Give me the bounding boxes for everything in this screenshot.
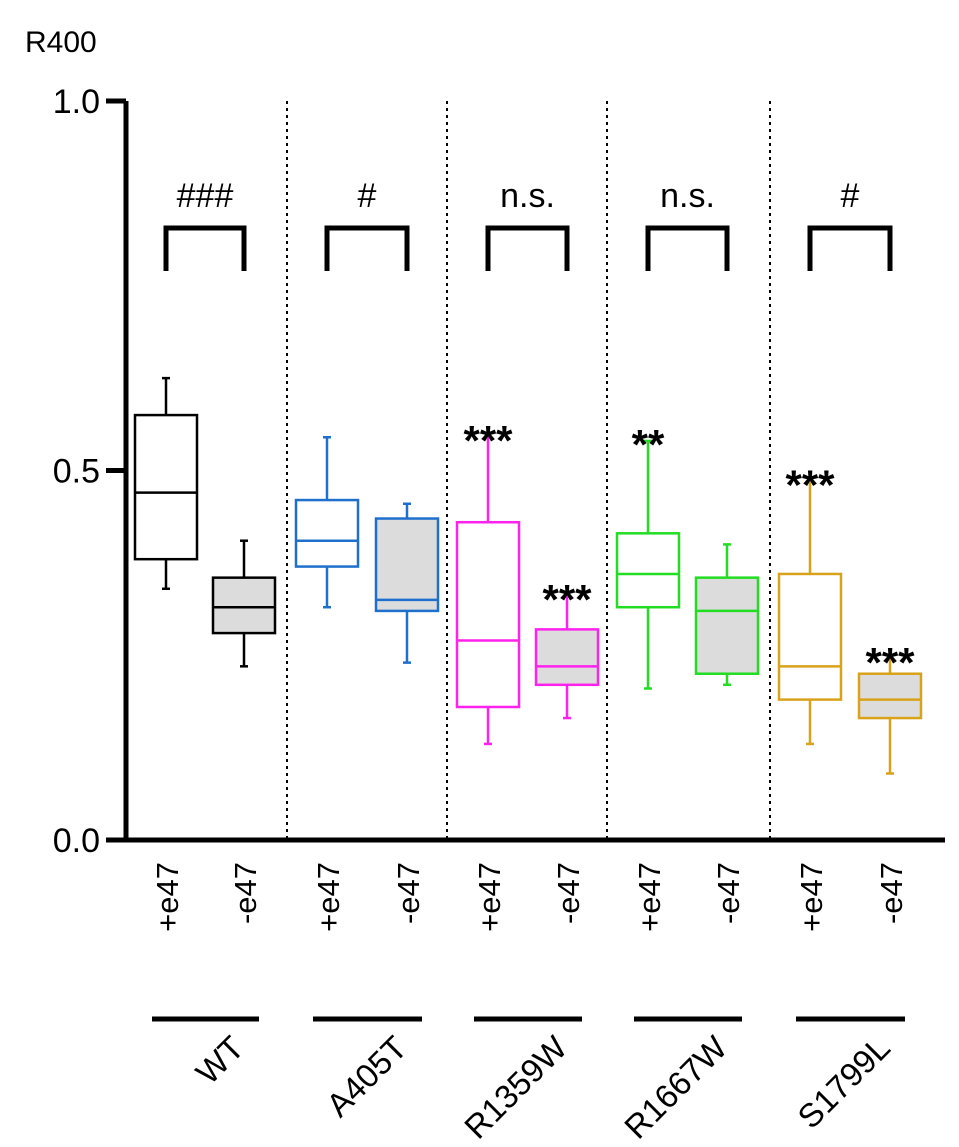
box	[294, 498, 360, 568]
x-category-label: -e47	[228, 862, 263, 924]
significance-bracket	[324, 225, 410, 271]
significance-stars: ***	[865, 639, 915, 686]
significance-label: #	[358, 177, 377, 215]
box	[777, 572, 843, 701]
box	[694, 576, 760, 675]
significance-label: n.s.	[660, 177, 715, 215]
x-category-label: +e47	[632, 862, 667, 932]
box	[374, 517, 440, 613]
group-label: WT	[189, 1029, 251, 1091]
box-marks: ### # n.s.******n.s.**#******	[133, 177, 923, 775]
x-category-label: -e47	[874, 862, 909, 924]
y-tick-label: 0.5	[53, 453, 100, 491]
group-label: R1359W	[457, 1028, 575, 1146]
significance-bracket	[807, 225, 893, 271]
x-category-label: +e47	[311, 862, 346, 932]
significance-label: #	[841, 177, 860, 215]
group-label: A405T	[319, 1029, 414, 1124]
y-axis-label: R400	[25, 26, 97, 59]
significance-stars: ***	[463, 417, 513, 464]
significance-stars: **	[632, 421, 665, 468]
x-category-label: +e47	[472, 862, 507, 932]
x-category-label: +e47	[794, 862, 829, 932]
box	[133, 413, 199, 561]
significance-label: ###	[177, 177, 234, 215]
box	[857, 672, 923, 720]
y-tick-label: 1.0	[53, 83, 100, 121]
y-tick-label: 0.0	[53, 822, 100, 860]
x-category-label: -e47	[391, 862, 426, 924]
box	[615, 532, 681, 609]
group-label: R1667W	[617, 1028, 735, 1146]
significance-stars: ***	[542, 576, 592, 623]
x-labels: +e47 -e47 WT +e47 -e47 A405T +e47 -e47 R1359W +e4…	[150, 862, 909, 1146]
box	[455, 520, 521, 709]
significance-stars: ***	[785, 462, 835, 509]
significance-bracket	[163, 225, 247, 271]
axes: 0.0 0.5 1.0	[53, 83, 945, 860]
significance-bracket	[485, 225, 570, 271]
x-category-label: -e47	[551, 862, 586, 924]
x-category-label: +e47	[150, 862, 185, 932]
box	[534, 628, 600, 687]
significance-bracket	[645, 225, 730, 271]
x-category-label: -e47	[711, 862, 746, 924]
box	[211, 576, 277, 635]
significance-label: n.s.	[500, 177, 555, 215]
group-label: S1799L	[790, 1029, 897, 1136]
